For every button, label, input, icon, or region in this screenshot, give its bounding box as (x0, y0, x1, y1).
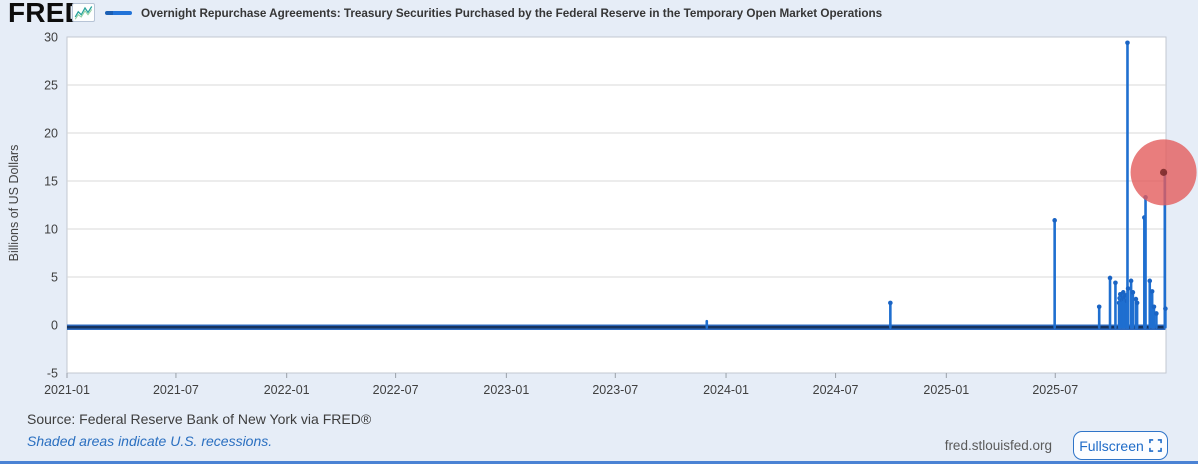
x-tick-label: 2021-07 (153, 383, 199, 397)
sparkline-chart-icon (72, 3, 95, 22)
legend-line-swatch (105, 11, 132, 15)
x-tick-label: 2023-01 (483, 383, 529, 397)
y-tick-label: 0 (51, 319, 58, 333)
data-point-marker[interactable] (1151, 304, 1157, 310)
click-highlight-center-dot (1159, 168, 1168, 176)
x-tick-label: 2022-01 (264, 383, 310, 397)
data-point-marker[interactable] (1133, 296, 1139, 302)
data-point-marker[interactable] (1130, 290, 1136, 295)
x-tick-label: 2024-01 (703, 383, 749, 397)
data-point-marker[interactable] (888, 300, 893, 306)
data-point-marker[interactable] (1154, 311, 1159, 316)
data-point-marker[interactable] (1149, 289, 1155, 294)
source-text: Source: Federal Reserve Bank of New York… (27, 411, 372, 427)
data-point-marker[interactable] (1107, 275, 1113, 281)
data-point-marker[interactable] (1147, 278, 1153, 284)
x-tick-label: 2021-01 (44, 383, 90, 397)
data-point-marker[interactable] (1052, 218, 1057, 223)
x-tick-label: 2022-07 (373, 383, 419, 397)
data-point-marker[interactable] (1125, 40, 1130, 46)
y-tick-label: 25 (44, 79, 58, 93)
data-point-marker[interactable] (1113, 280, 1118, 286)
x-tick-label: 2024-07 (813, 383, 859, 397)
data-point-marker[interactable] (1096, 304, 1102, 310)
fullscreen-label: Fullscreen (1079, 437, 1144, 454)
legend-series-label: Overnight Repurchase Agreements: Treasur… (141, 6, 883, 20)
y-tick-label: -5 (47, 367, 58, 381)
y-tick-label: 5 (51, 271, 58, 285)
fullscreen-expand-icon (1148, 439, 1162, 452)
y-tick-label: 15 (44, 175, 58, 189)
data-point-marker[interactable] (1163, 306, 1168, 311)
data-point-marker[interactable] (1125, 286, 1131, 291)
x-tick-label: 2025-07 (1032, 383, 1078, 397)
y-tick-label: 20 (44, 127, 58, 141)
fred-url: fred.stlouisfed.org (944, 438, 1052, 453)
y-tick-label: 10 (44, 223, 58, 237)
x-tick-label: 2025-01 (923, 383, 969, 397)
data-point-marker[interactable] (1128, 278, 1134, 284)
plot-background[interactable] (66, 36, 1167, 374)
recession-note-link[interactable]: Shaded areas indicate U.S. recessions. (27, 433, 273, 449)
data-point-marker[interactable] (1120, 290, 1126, 295)
y-tick-label: 30 (44, 31, 58, 45)
data-point-marker[interactable] (1134, 300, 1140, 306)
chart-legend: Overnight Repurchase Agreements: Treasur… (105, 0, 882, 26)
fullscreen-button[interactable]: Fullscreen (1073, 431, 1168, 460)
x-tick-label: 2023-07 (592, 383, 638, 397)
